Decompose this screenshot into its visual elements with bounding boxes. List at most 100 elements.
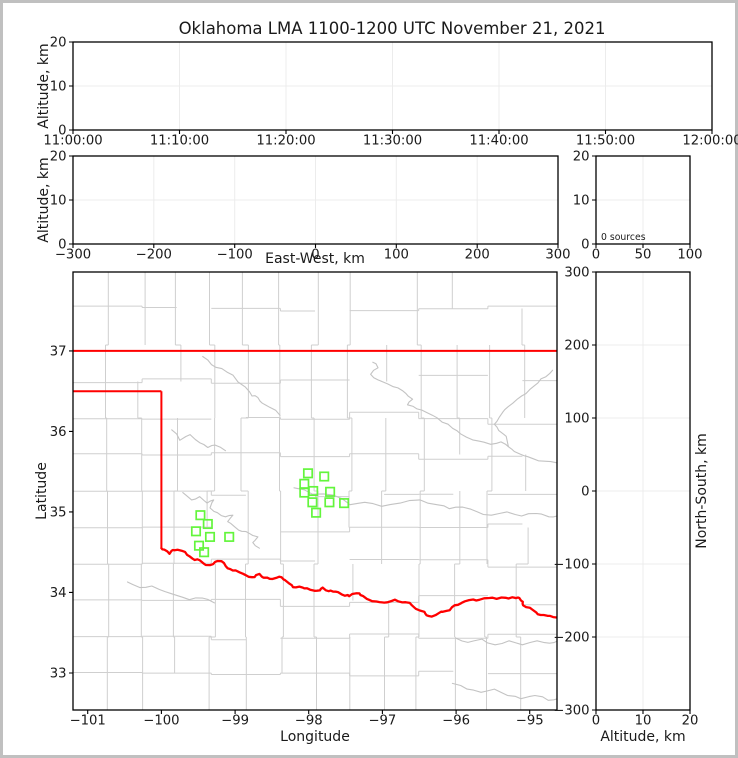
- x-tick-label: 11:10:00: [150, 134, 209, 149]
- lma-station-marker: [324, 497, 335, 508]
- axis-ticks: [69, 350, 531, 714]
- lma-station-marker: [311, 507, 322, 518]
- river-line-gray: [182, 492, 260, 549]
- gridlines: [596, 272, 690, 710]
- river-line-gray: [293, 487, 557, 518]
- x-tick-label: 0: [592, 714, 600, 729]
- x-tick-label: 11:40:00: [469, 134, 528, 149]
- x-tick-label: 50: [635, 248, 652, 263]
- river-line-gray: [370, 361, 509, 448]
- y-tick-label: 10: [573, 194, 590, 209]
- river-line-gray: [493, 369, 557, 464]
- gridlines: [73, 156, 558, 244]
- panel-ew-height: −300 −200 −100 0 100 200 300 0 10 20: [50, 150, 571, 263]
- y-tick-label: 33: [50, 667, 67, 682]
- x-tick-label: 11:50:00: [576, 134, 635, 149]
- ns-panel-ylabel: North-South, km: [694, 433, 710, 549]
- lma-station-marker: [190, 526, 202, 537]
- y-tick-label: 10: [50, 194, 67, 209]
- figure-title: Oklahoma LMA 1100-1200 UTC November 21, …: [179, 19, 606, 38]
- axis-ticks: [592, 271, 691, 714]
- x-tick-label: 300: [545, 248, 570, 263]
- map-xlabel: Longitude: [280, 729, 350, 745]
- x-tick-label: 0: [592, 248, 600, 263]
- y-tick-label: 20: [50, 36, 67, 51]
- river-line-gray: [451, 682, 557, 701]
- x-tick-label: 200: [465, 248, 490, 263]
- axes-frame: [72, 271, 558, 711]
- gridlines: [596, 156, 690, 244]
- x-tick-label: −300: [55, 248, 91, 263]
- map-ylabel: Latitude: [34, 462, 50, 520]
- y-tick-label: 20: [573, 150, 590, 165]
- ew-panel-xlabel: East-West, km: [265, 251, 365, 267]
- river-line-gray: [455, 637, 557, 646]
- lma-station-marker: [199, 547, 210, 558]
- x-tick-label: −97: [368, 714, 396, 729]
- x-tick-label: −95: [516, 714, 544, 729]
- x-tick-label: −200: [136, 248, 172, 263]
- x-tick-label: −100: [217, 248, 253, 263]
- y-tick-label: 36: [50, 425, 67, 440]
- x-tick-label: −96: [442, 714, 470, 729]
- ns-panel-xlabel: Altitude, km: [600, 729, 685, 745]
- lma-station-marker: [307, 497, 318, 508]
- lma-station-marker: [339, 498, 350, 509]
- ew-panel-ylabel: Altitude, km: [36, 157, 52, 242]
- lma-station-marker: [319, 471, 330, 482]
- x-tick-label: 20: [682, 714, 699, 729]
- x-tick-label: 11:30:00: [363, 134, 422, 149]
- y-tick-label: 20: [50, 150, 67, 165]
- x-tick-label: 100: [384, 248, 409, 263]
- panel-histogram: 0 50 100 0 10 20: [573, 150, 703, 263]
- panel-map: −101 −100 −99 −98 −97 −96 −95 33 34 35 36 37: [50, 271, 558, 729]
- y-tick-label: 0: [58, 124, 66, 139]
- y-tick-label: 34: [50, 586, 67, 601]
- panel-ns-height: 0 10 20 −300 −200 −100 0 100 200 300: [553, 266, 698, 729]
- x-tick-label: 11:00:00: [43, 134, 102, 149]
- y-tick-label: −200: [553, 631, 589, 646]
- y-tick-label: 0: [581, 485, 589, 500]
- axis-ticks: [69, 41, 713, 134]
- x-tick-label: −98: [295, 714, 323, 729]
- y-tick-label: 37: [50, 345, 67, 360]
- y-tick-label: −300: [553, 704, 589, 719]
- x-tick-label: 11:20:00: [256, 134, 315, 149]
- time-panel-ylabel: Altitude, km: [36, 43, 52, 128]
- y-tick-label: 100: [564, 412, 589, 427]
- y-tick-label: 200: [564, 339, 589, 354]
- map-content: [73, 272, 557, 710]
- x-tick-label: 100: [677, 248, 702, 263]
- axis-ticks: [69, 155, 559, 248]
- river-line-gray: [126, 581, 215, 604]
- lma-station-marker: [325, 486, 336, 497]
- lma-station-marker: [224, 531, 235, 542]
- river-line-gray: [171, 429, 227, 452]
- y-tick-label: −100: [553, 558, 589, 573]
- y-tick-label: 35: [50, 506, 67, 521]
- y-tick-label: 10: [50, 80, 67, 95]
- lma-station-marker: [302, 468, 314, 479]
- lma-station-marker: [195, 510, 206, 521]
- gridlines: [73, 42, 712, 130]
- panel-time-height: 11:00:00 11:10:00 11:20:00 11:30:00 11:40:00…: [43, 36, 738, 149]
- x-tick-label: −100: [143, 714, 179, 729]
- x-tick-label: 10: [635, 714, 652, 729]
- lma-station-marker: [204, 531, 216, 542]
- axis-ticks: [592, 155, 691, 248]
- y-tick-label: 0: [58, 238, 66, 253]
- panel-axes: 11:00:00 11:10:00 11:20:00 11:30:00 11:40:00…: [43, 36, 738, 729]
- lma-station-marker: [299, 487, 310, 498]
- river-line-gray: [202, 355, 281, 416]
- lma-station-marker: [193, 540, 205, 551]
- x-tick-label: −99: [221, 714, 249, 729]
- x-tick-label: −101: [70, 714, 106, 729]
- x-tick-label: 0: [311, 248, 319, 263]
- y-tick-label: 0: [581, 238, 589, 253]
- red-river-border: [160, 547, 557, 620]
- source-count-annotation: 0 sources: [601, 232, 646, 243]
- y-tick-label: 300: [564, 266, 589, 281]
